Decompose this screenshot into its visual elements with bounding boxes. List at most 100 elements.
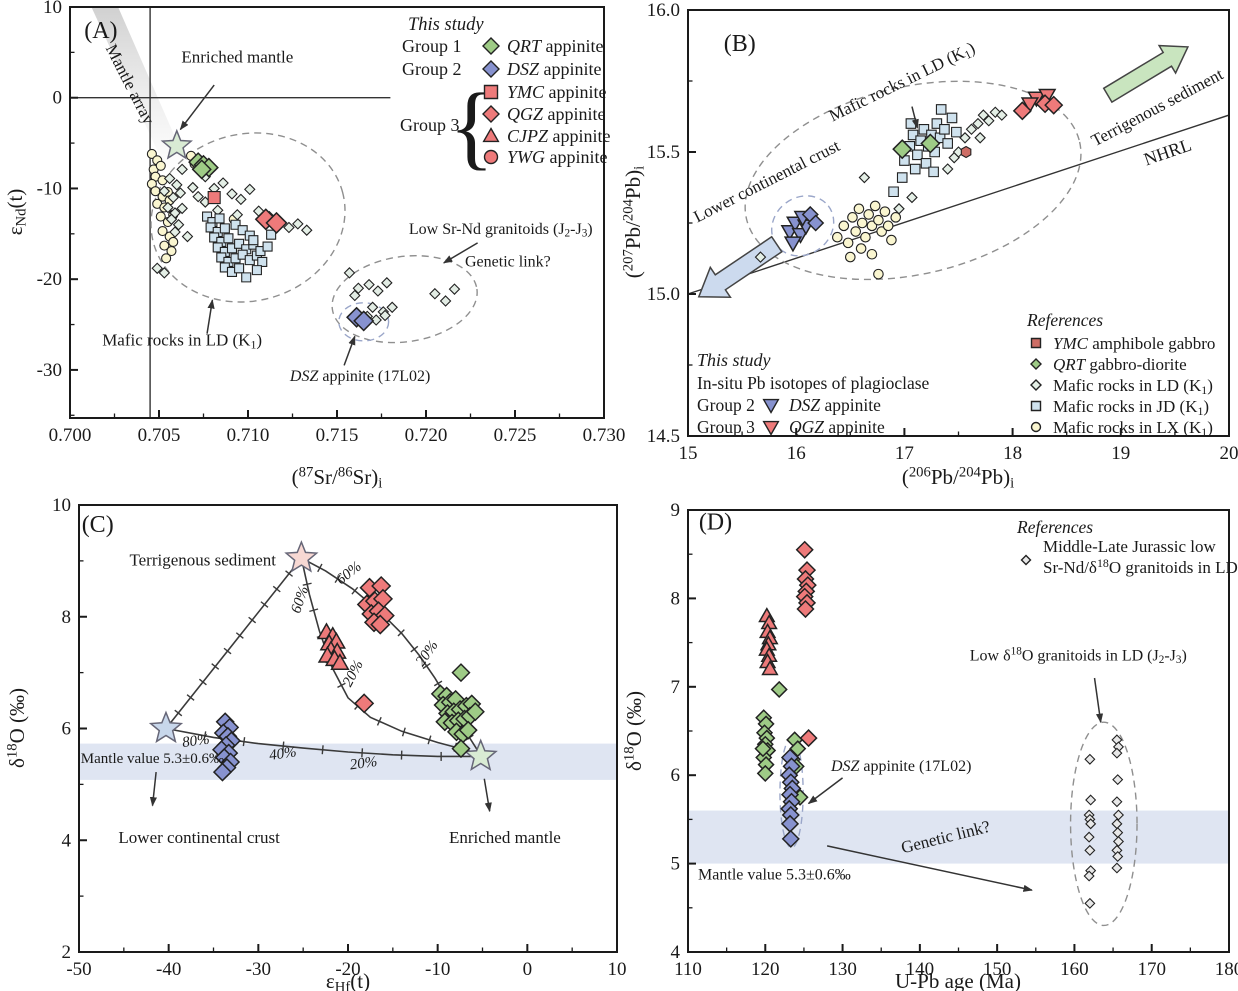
x-tick-label: 120 (751, 959, 780, 980)
annotation-text: Enriched mantle (181, 47, 293, 66)
legend-text: Group 3 (400, 115, 460, 135)
data-point (850, 226, 862, 237)
data-point (448, 283, 461, 295)
data-point (770, 680, 788, 699)
data-point (1084, 753, 1096, 765)
data-point (906, 191, 918, 204)
data-point (343, 267, 356, 279)
series-mafic-rocks-jd (202, 211, 277, 283)
y-tick-label: 4 (671, 942, 681, 963)
data-point (1083, 870, 1095, 882)
mixing-tick (223, 647, 232, 655)
data-point (941, 163, 954, 175)
mixing-tick (410, 645, 419, 653)
y-tick-label: 10 (43, 0, 62, 18)
data-point (354, 693, 375, 714)
group-ellipse (771, 195, 835, 257)
legend-item-label: Sr-Nd/δ18O granitoids in LD (1043, 556, 1238, 577)
data-point (905, 118, 917, 129)
data-point (977, 109, 990, 121)
annotation-text: Mantle value 5.3±0.6‰ (698, 867, 851, 884)
data-point (1112, 809, 1125, 821)
annotation-text: 20% (349, 754, 378, 774)
plot-area (70, 7, 478, 418)
series-dsz-plagioclase-tri (780, 210, 816, 253)
mixing-tick (186, 694, 195, 701)
legend-group-label: Group 2 (402, 59, 462, 79)
mixing-tick (272, 585, 281, 593)
group-ellipse (150, 132, 346, 303)
axes: 0.700 0.705 0.710 0.715 0.720 0.725 0.730 10 0 -1… (3, 0, 625, 492)
mixing-tick (427, 735, 432, 745)
data-point (842, 237, 854, 249)
series-ymc-amphibole-gabbro (960, 145, 972, 159)
y-tick-label: 9 (671, 500, 681, 521)
data-point (219, 223, 230, 234)
data-point (158, 185, 171, 197)
x-tick-label: 180 (1215, 959, 1238, 980)
data-point (257, 256, 268, 267)
legend-item-label: Mafic rocks in LX (K1) (1053, 418, 1213, 439)
data-point (465, 702, 485, 722)
series-ymc-appinite (207, 190, 221, 205)
mixing-tick (211, 663, 220, 670)
data-point (155, 211, 166, 222)
annotation-text: Genetic link? (465, 253, 551, 270)
data-point (983, 114, 995, 127)
data-point (946, 112, 958, 124)
series-mafic-rocks-lx (832, 200, 902, 280)
panel-d: (D)DSZ appinite (17L02)Genetic link?Mant… (621, 500, 1238, 991)
data-point (1083, 831, 1095, 843)
mantle-value-band (688, 810, 1229, 864)
data-point (959, 132, 971, 144)
legend-item-label: QRT appinite (507, 36, 604, 56)
data-point (1012, 101, 1032, 121)
data-point (381, 277, 393, 289)
x-tick-label: 0.725 (494, 425, 537, 446)
data-point (886, 234, 897, 246)
annotation-text: Terrigenous sediment (129, 550, 276, 569)
mixing-tick (174, 709, 183, 717)
data-point (251, 265, 262, 276)
data-point (162, 201, 174, 214)
x-tick-label: -30 (246, 959, 271, 980)
data-point (832, 231, 843, 243)
data-point (148, 710, 184, 744)
data-point (754, 740, 772, 758)
x-tick-label: 17 (895, 443, 914, 464)
annotation-arrow (483, 778, 492, 813)
data-point (853, 203, 865, 215)
legend-item-label: QGZ appinite (789, 417, 885, 437)
y-tick-label: 4 (62, 830, 72, 851)
data-point (1085, 818, 1097, 830)
data-point (972, 117, 984, 130)
group-ellipse (331, 255, 478, 344)
mixing-tick (285, 570, 294, 577)
y-tick-label: 15.0 (647, 284, 680, 305)
data-point (873, 268, 884, 280)
data-point (838, 220, 850, 232)
data-point (349, 289, 361, 302)
mantle-array-band (91, 7, 193, 178)
data-point (482, 60, 500, 78)
data-point (754, 251, 767, 263)
mantle-value-band (79, 743, 617, 780)
y-tick-label: 16.0 (647, 0, 680, 21)
annotation-text: DSZ appinite (17L02) (830, 758, 971, 775)
mixing-tick (351, 586, 359, 595)
data-point (1111, 796, 1123, 808)
annotation-text: Low Sr-Nd granitoids (J2-J3) (409, 221, 593, 240)
annotation-text: Enriched mantle (449, 828, 561, 847)
legend-item-label: YMC amphibole gabbro (1053, 334, 1215, 353)
legend-group-label: Group 1 (402, 36, 462, 56)
data-point (799, 729, 818, 748)
y-tick-label: 8 (62, 607, 72, 628)
y-axis-title: δ18O (‰) (4, 688, 29, 768)
data-point (882, 220, 894, 232)
series-dsz-plagioclase-dia (801, 205, 825, 232)
legend-item-label: QGZ appinite (507, 104, 606, 124)
data-point (482, 127, 500, 143)
data-point (847, 212, 858, 223)
